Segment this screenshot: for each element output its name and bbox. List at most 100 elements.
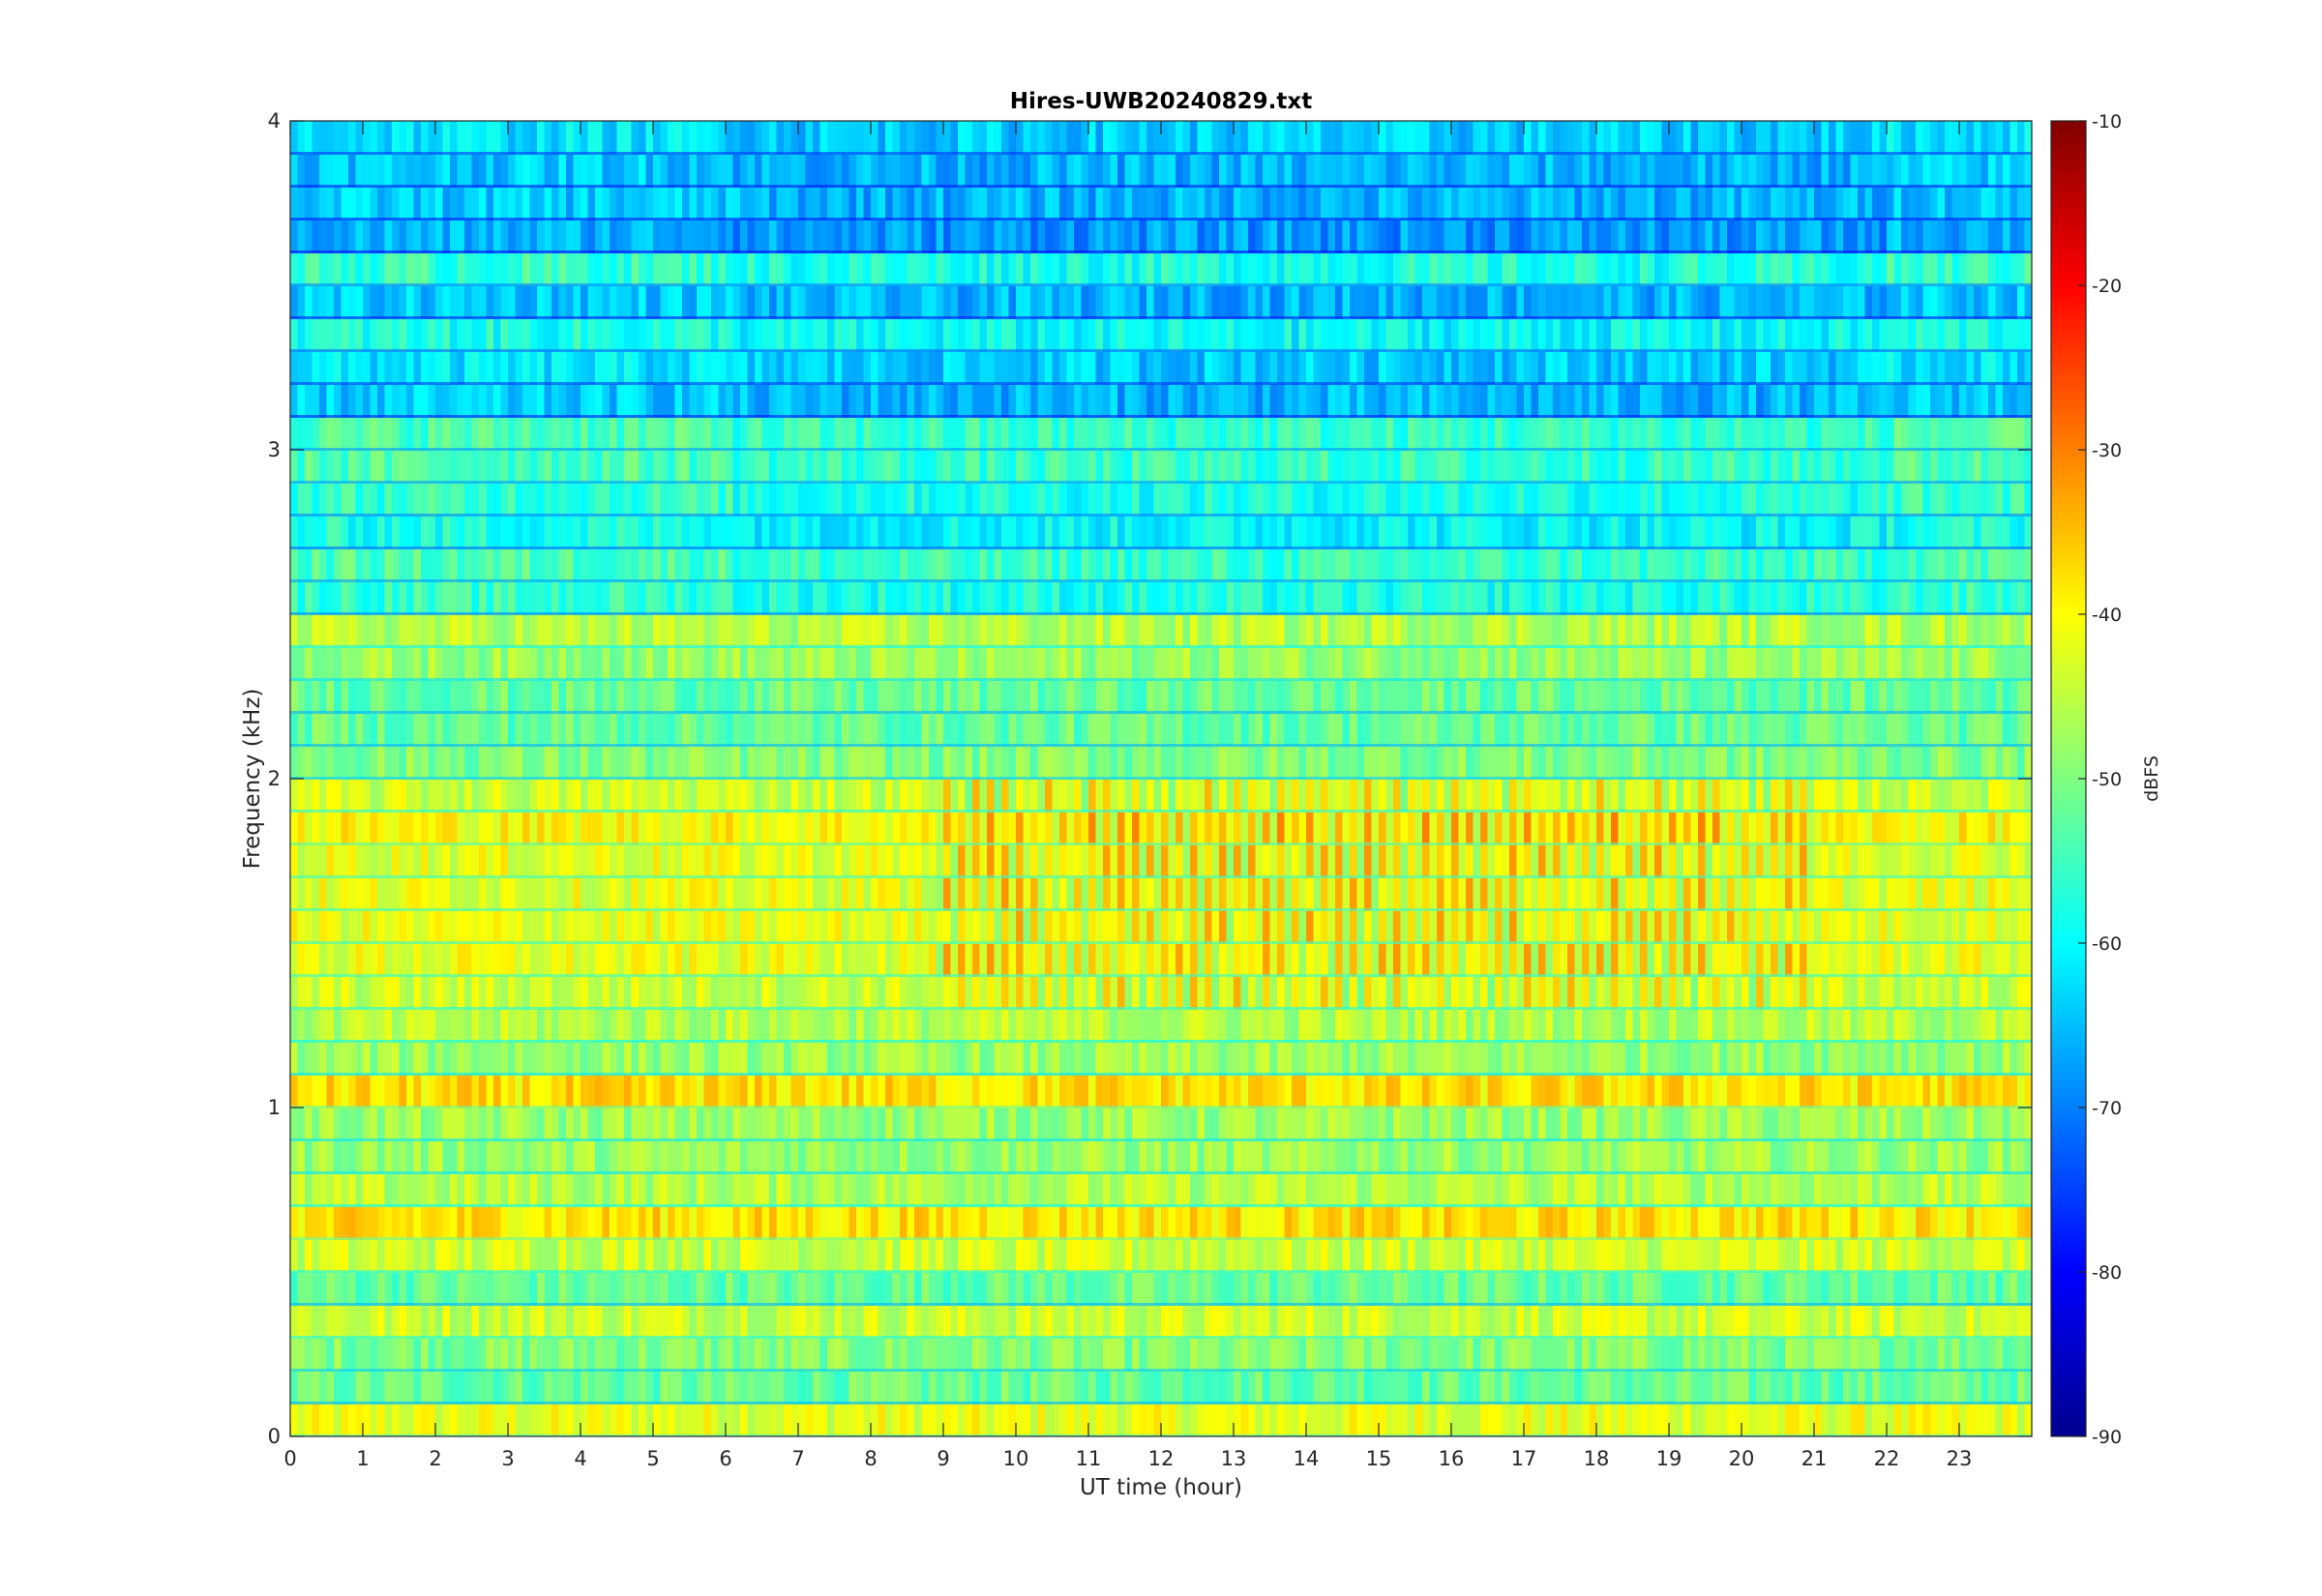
heatmap-cell: [1495, 943, 1503, 977]
heatmap-cell: [1676, 1075, 1684, 1108]
heatmap-cell: [994, 844, 1002, 878]
heatmap-cell: [711, 943, 720, 977]
heatmap-cell: [1800, 1338, 1808, 1372]
heatmap-cell: [1466, 1371, 1474, 1404]
heatmap-cell: [1182, 910, 1191, 944]
heatmap-cell: [631, 1305, 640, 1339]
heatmap-cell: [544, 877, 552, 911]
heatmap-cell: [1088, 1338, 1097, 1372]
heatmap-cell: [1117, 1075, 1126, 1108]
heatmap-cell: [377, 943, 386, 977]
heatmap-cell: [1516, 779, 1525, 813]
heatmap-cell: [1806, 1140, 1815, 1174]
heatmap-cell: [871, 976, 879, 1010]
heatmap-cell: [1074, 1239, 1083, 1273]
heatmap-cell: [464, 779, 473, 813]
heatmap-cell: [1988, 1239, 1997, 1273]
heatmap-cell: [305, 1404, 313, 1436]
heatmap-cell: [1168, 1042, 1176, 1076]
heatmap-cell: [929, 1140, 938, 1174]
heatmap-cell: [1371, 1404, 1380, 1436]
heatmap-cell: [1444, 976, 1452, 1010]
heatmap-cell: [1458, 976, 1467, 1010]
heatmap-cell: [1574, 1075, 1583, 1108]
band-gap: [290, 1237, 2032, 1240]
heatmap-cell: [1240, 976, 1249, 1010]
heatmap-cell: [1705, 1305, 1713, 1339]
heatmap-cell: [1001, 779, 1010, 813]
heatmap-cell: [1734, 812, 1742, 845]
heatmap-cell: [1364, 779, 1373, 813]
heatmap-cell: [1625, 1108, 1634, 1141]
heatmap-cell: [668, 1009, 676, 1043]
heatmap-cell: [1030, 1075, 1039, 1108]
heatmap-cell: [1800, 877, 1808, 911]
heatmap-cell: [871, 779, 879, 813]
heatmap-cell: [1625, 943, 1634, 977]
heatmap-cell: [1683, 812, 1692, 845]
heatmap-cell: [805, 1404, 814, 1436]
heatmap-cell: [1698, 877, 1707, 911]
heatmap-cell: [486, 1272, 494, 1306]
heatmap-cell: [761, 779, 770, 813]
heatmap-cell: [1676, 1173, 1684, 1207]
heatmap-cell: [399, 812, 407, 845]
heatmap-cell: [1327, 812, 1336, 845]
heatmap-cell: [1560, 877, 1568, 911]
heatmap-cell: [1698, 1075, 1707, 1108]
heatmap-cell: [1560, 844, 1568, 878]
heatmap-cell: [819, 1075, 828, 1108]
heatmap-cell: [1226, 976, 1235, 1010]
heatmap-cell: [442, 1239, 451, 1273]
heatmap-cell: [972, 943, 981, 977]
heatmap-cell: [1269, 976, 1278, 1010]
heatmap-cell: [1756, 877, 1765, 911]
heatmap-cell: [1205, 746, 1213, 780]
heatmap-cell: [297, 1108, 306, 1141]
heatmap-cell: [508, 976, 517, 1010]
heatmap-cell: [2024, 1140, 2032, 1174]
heatmap-cell: [1037, 1140, 1046, 1174]
heatmap-cell: [1176, 1371, 1184, 1404]
heatmap-cell: [813, 1305, 821, 1339]
heatmap-cell: [334, 1371, 342, 1404]
heatmap-cell: [305, 812, 313, 845]
heatmap-cell: [790, 1173, 799, 1207]
heatmap-cell: [885, 1338, 894, 1372]
heatmap-cell: [645, 1206, 654, 1240]
heatmap-cell: [1030, 943, 1039, 977]
heatmap-cell: [544, 746, 552, 780]
heatmap-cell: [1364, 1272, 1373, 1306]
heatmap-cell: [1495, 1009, 1503, 1043]
heatmap-cell: [979, 1371, 988, 1404]
heatmap-cell: [312, 877, 320, 911]
heatmap-cell: [435, 877, 444, 911]
heatmap-cell: [653, 1404, 662, 1436]
heatmap-cell: [1255, 1140, 1264, 1174]
heatmap-cell: [1379, 1239, 1387, 1273]
heatmap-cell: [624, 779, 633, 813]
heatmap-cell: [1545, 910, 1554, 944]
heatmap-cell: [1408, 910, 1416, 944]
heatmap-cell: [740, 746, 749, 780]
heatmap-cell: [914, 943, 923, 977]
heatmap-cell: [413, 1173, 422, 1207]
heatmap-cell: [326, 1239, 335, 1273]
heatmap-cell: [1088, 1075, 1097, 1108]
heatmap-cell: [1030, 1239, 1039, 1273]
heatmap-cell: [1437, 976, 1445, 1010]
heatmap-cell: [1429, 1140, 1438, 1174]
heatmap-cell: [1117, 1108, 1126, 1141]
heatmap-cell: [1473, 1009, 1481, 1043]
heatmap-cell: [450, 1272, 459, 1306]
heatmap-cell: [943, 746, 952, 780]
heatmap-cell: [464, 1108, 473, 1141]
heatmap-cell: [348, 812, 357, 845]
heatmap-cell: [1081, 1173, 1089, 1207]
heatmap-cell: [1379, 1305, 1387, 1339]
heatmap-cell: [958, 1173, 967, 1207]
heatmap-cell: [1567, 910, 1576, 944]
heatmap-cell: [1059, 1173, 1068, 1207]
heatmap-cell: [1785, 877, 1794, 911]
heatmap-cell: [1205, 1338, 1213, 1372]
